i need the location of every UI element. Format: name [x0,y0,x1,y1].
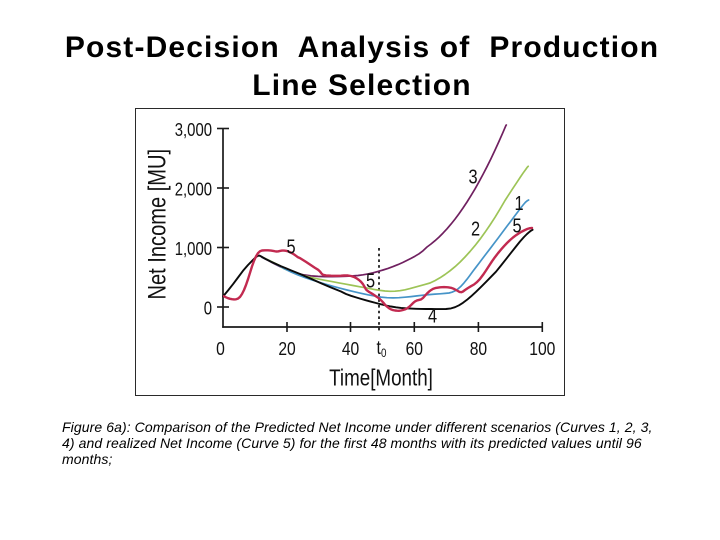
svg-text:Net Income [MU]: Net Income [MU] [142,149,171,300]
svg-text:100: 100 [529,338,555,360]
svg-text:5: 5 [512,214,521,237]
svg-text:4: 4 [428,304,437,327]
svg-text:80: 80 [470,338,487,360]
svg-text:0: 0 [216,338,225,360]
svg-text:2,000: 2,000 [175,179,212,200]
svg-text:5: 5 [286,235,295,258]
svg-text:3: 3 [468,165,477,188]
svg-text:1,000: 1,000 [175,238,212,259]
svg-text:40: 40 [342,338,359,360]
svg-text:5: 5 [366,269,375,292]
svg-text:20: 20 [278,338,295,360]
svg-text:60: 60 [406,338,423,360]
svg-text:3,000: 3,000 [175,119,212,140]
svg-text:0: 0 [204,298,212,319]
svg-text:1: 1 [514,191,523,214]
svg-text:2: 2 [471,217,480,240]
svg-text:Time[Month]: Time[Month] [329,365,433,392]
svg-text:t0: t0 [377,337,387,360]
